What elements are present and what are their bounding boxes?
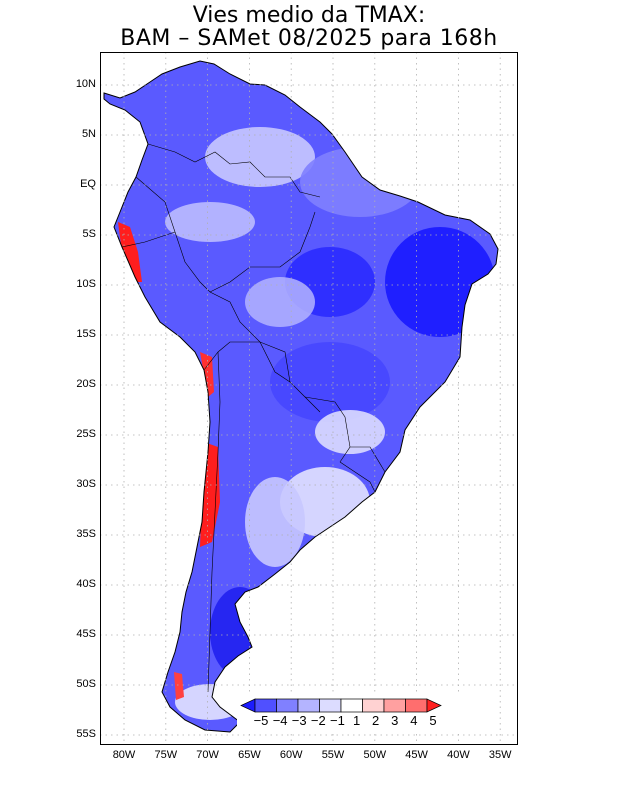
latitude-label: 5S [82,228,96,240]
border-ecuador-peru [121,231,176,248]
border-bolivia [203,341,321,413]
longitude-label: 75W [154,749,178,761]
colorbar-label: 4 [410,713,417,728]
map-title-line1: Vies medio da TMAX: [192,3,426,28]
map-panel: −5 −4 −3 −2 −1 1 2 3 4 5 [100,52,518,745]
map-frame [100,52,518,745]
lat-lon-gridlines [100,52,518,745]
colorbar-label: −5 [254,713,269,728]
border-chile-argentina [207,351,221,693]
longitude-label: 35W [488,749,512,761]
latitude-label: 40S [76,578,96,590]
border-bolivia-brazil [259,341,291,383]
colorbar-cell [276,698,299,713]
bias-patch-light [205,127,315,187]
colorbar-label: 3 [391,713,398,728]
latitude-label: 50S [76,678,96,690]
latitude-label: 10S [76,278,96,290]
latitude-label: 25S [76,428,96,440]
warm-bias-south-chile [174,672,184,700]
longitude-label: 45W [405,749,428,761]
longitude-label: 65W [238,749,261,761]
map-title-line2: BAM – SAMet 08/2025 para 168h [120,26,498,51]
warm-bias-peru-coast [118,222,142,282]
country-borders [121,143,386,693]
bias-patch-light [245,277,315,327]
latitude-label: 55S [76,728,96,740]
colorbar-label: 5 [429,713,436,728]
colorbar-cell [254,698,277,713]
border-north [147,143,321,198]
longitude-label: 70W [196,749,219,761]
latitude-label: 5N [81,128,96,140]
border-uruguay [339,461,376,493]
latitude-label: 35S [76,528,96,540]
latitude-label: 20S [76,378,96,390]
longitude-label: 80W [112,749,136,761]
warm-bias-north-chile [200,352,214,397]
latitude-label: 45S [76,628,96,640]
colorbar-label: −3 [292,713,307,728]
colorbar-label: 1 [353,713,360,728]
border-andean [135,176,261,343]
colorbar-label: −4 [273,713,288,728]
colorbar-cell [297,698,320,713]
colorbar-cell [383,698,406,713]
bias-patch-light [165,202,255,242]
colorbar-cell [405,698,428,713]
colorbar: −5 −4 −3 −2 −1 1 2 3 4 5 [237,695,488,732]
colorbar-cell [362,698,385,713]
colorbar-label: −2 [311,713,326,728]
border-paraguay [304,396,351,463]
bias-patch-medium [270,342,390,422]
latitude-label: 15S [76,328,96,340]
colorbar-label: 2 [372,713,379,728]
colorbar-cell [319,698,342,713]
latitude-label: EQ [80,178,96,190]
continent-coastline [103,60,499,733]
colorbar-label: −1 [330,713,345,728]
latitude-label: 10N [75,78,96,90]
colorbar-arrow-right [426,698,442,713]
bias-patch-light [245,477,305,567]
bias-patch-light [315,410,385,454]
longitude-label: 55W [321,749,345,761]
border-brazil-south [350,446,386,473]
longitude-label: 40W [447,749,470,761]
longitude-label: 50W [363,749,387,761]
colorbar-cell [340,698,363,713]
longitude-label: 60W [279,749,303,761]
border-brazil-north [209,211,316,293]
latitude-label: 30S [76,478,96,490]
